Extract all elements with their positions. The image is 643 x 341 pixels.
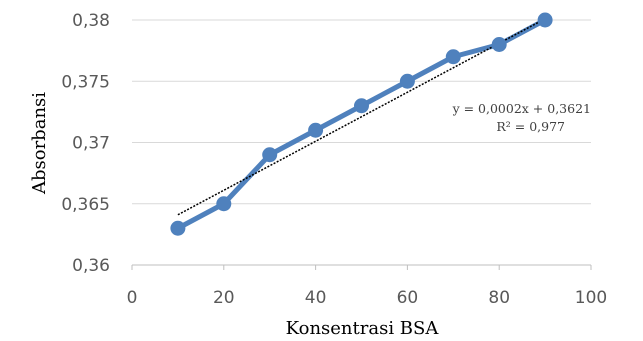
y-tick-label: 0,375 bbox=[61, 72, 110, 92]
y-tick-label: 0,365 bbox=[61, 195, 110, 215]
tick-labels: 0,36 0,365 0,37 0,375 0,38 0 20 40 60 80 100 bbox=[61, 11, 607, 308]
trendline bbox=[177, 18, 546, 216]
trendline-equation: y = 0,0002x + 0,3621 bbox=[452, 101, 591, 116]
axes bbox=[131, 264, 592, 270]
x-tick-label: 0 bbox=[127, 288, 138, 308]
trendline-line bbox=[177, 18, 546, 216]
x-tick-label: 40 bbox=[305, 288, 327, 308]
trendline-r-squared: R² = 0,977 bbox=[496, 119, 565, 134]
x-axis-title: Konsentrasi BSA bbox=[286, 318, 440, 339]
data-point bbox=[399, 73, 415, 89]
y-tick-label: 0,36 bbox=[72, 256, 110, 276]
y-tick-label: 0,38 bbox=[72, 11, 110, 31]
x-tick-label: 100 bbox=[575, 288, 607, 308]
x-tick-label: 60 bbox=[397, 288, 419, 308]
data-series bbox=[175, 17, 548, 231]
data-point bbox=[537, 12, 553, 28]
data-point bbox=[216, 196, 232, 212]
y-axis-title: Absorbansi bbox=[29, 92, 50, 195]
data-point bbox=[354, 98, 369, 114]
data-point bbox=[262, 147, 278, 163]
y-tick-label: 0,37 bbox=[72, 134, 110, 154]
series-line bbox=[175, 17, 548, 231]
data-point bbox=[170, 220, 186, 236]
data-point bbox=[308, 122, 324, 138]
data-markers bbox=[170, 12, 553, 236]
data-point bbox=[445, 49, 461, 65]
x-tick-label: 20 bbox=[213, 288, 235, 308]
data-point bbox=[491, 37, 507, 52]
gridlines bbox=[132, 19, 591, 205]
x-tick-label: 80 bbox=[488, 288, 510, 308]
